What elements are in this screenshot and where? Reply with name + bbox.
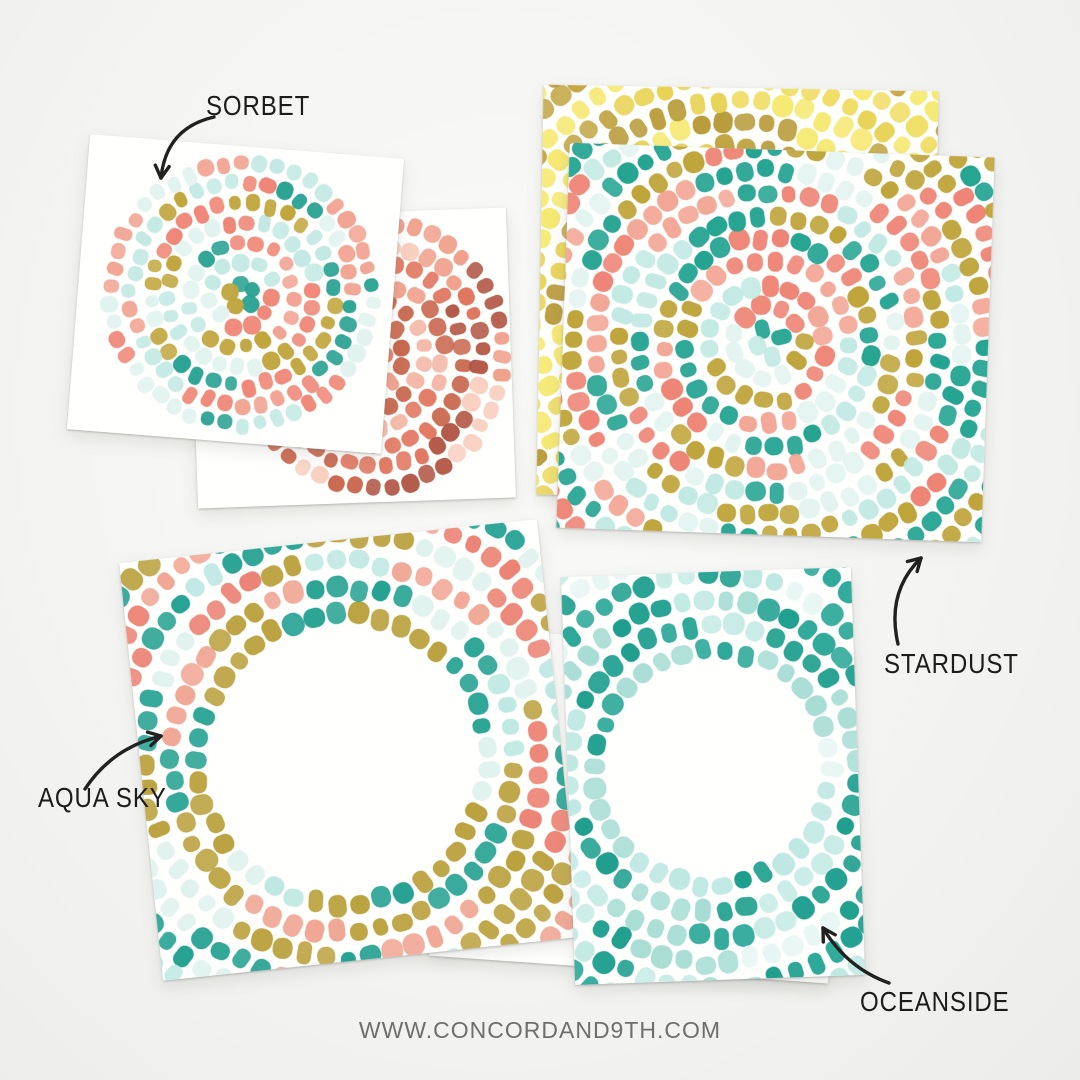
dot-pattern-stardust-front [556, 142, 995, 543]
card-stardust-front [556, 142, 995, 543]
website-url: WWW.CONCORDAND9TH.COM [358, 1017, 722, 1043]
label-stardust: STARDUST [884, 648, 1019, 679]
label-sorbet: SORBET [206, 90, 311, 121]
card-oceanside [560, 567, 866, 985]
label-aqua-sky: AQUA SKY [38, 782, 167, 813]
label-oceanside: OCEANSIDE [860, 986, 1010, 1017]
dot-pattern-sorbet-front [99, 155, 382, 436]
dot-pattern-aqua-sky [119, 519, 581, 981]
dot-pattern-oceanside [560, 567, 866, 985]
card-aqua-sky [119, 519, 581, 981]
card-sorbet-front [66, 134, 405, 454]
